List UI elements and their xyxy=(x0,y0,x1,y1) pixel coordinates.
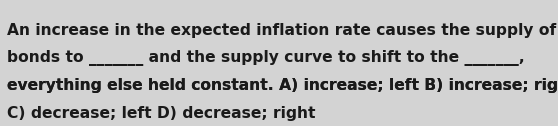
Text: bonds to _______ and the supply curve to shift to the _______,: bonds to _______ and the supply curve to… xyxy=(7,50,525,66)
Text: C) decrease; left D) decrease; right: C) decrease; left D) decrease; right xyxy=(7,106,316,121)
Text: everything else held constant. A) increase; left B) increase; right: everything else held constant. A) increa… xyxy=(7,78,558,93)
Text: An increase in the expected inflation rate causes the supply of: An increase in the expected inflation ra… xyxy=(7,23,556,38)
Text: everything else held constant. A) increase; left B) increase; right—: everything else held constant. A) increa… xyxy=(7,78,558,93)
